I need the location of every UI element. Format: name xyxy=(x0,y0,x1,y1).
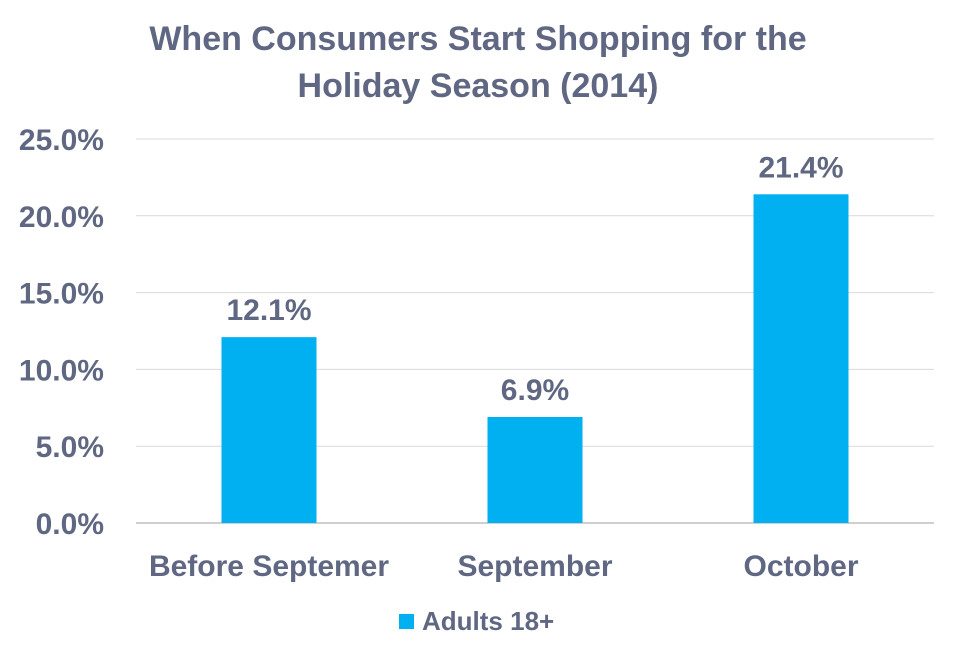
y-tick-label: 15.0% xyxy=(19,278,104,311)
data-label: 12.1% xyxy=(226,294,311,327)
y-tick-label: 5.0% xyxy=(36,431,104,464)
legend-swatch-adults-18 xyxy=(399,614,414,629)
bar xyxy=(487,417,583,523)
data-label: 21.4% xyxy=(758,151,843,184)
legend-label-adults-18: Adults 18+ xyxy=(422,606,554,636)
y-axis-tick-labels: 0.0% 5.0% 10.0% 15.0% 20.0% 25.0% xyxy=(19,124,104,541)
data-label: 6.9% xyxy=(501,374,569,407)
y-tick-label: 0.0% xyxy=(36,508,104,541)
bars xyxy=(221,194,849,523)
y-tick-label: 20.0% xyxy=(19,201,104,234)
y-tick-label: 10.0% xyxy=(19,354,104,387)
y-tick-label: 25.0% xyxy=(19,124,104,157)
legend: Adults 18+ xyxy=(399,606,554,636)
x-tick-label: September xyxy=(457,550,612,583)
data-labels: 12.1% 6.9% 21.4% xyxy=(226,151,843,407)
chart-title: When Consumers Start Shopping for the Ho… xyxy=(149,20,806,105)
chart-title-line-1: When Consumers Start Shopping for the xyxy=(149,20,806,58)
bar xyxy=(753,194,849,523)
x-tick-label: Before Septemer xyxy=(149,550,389,583)
chart-title-line-2: Holiday Season (2014) xyxy=(298,67,659,105)
x-axis-tick-labels: Before Septemer September October xyxy=(149,550,859,583)
bar xyxy=(221,337,317,523)
x-tick-label: October xyxy=(743,550,858,583)
